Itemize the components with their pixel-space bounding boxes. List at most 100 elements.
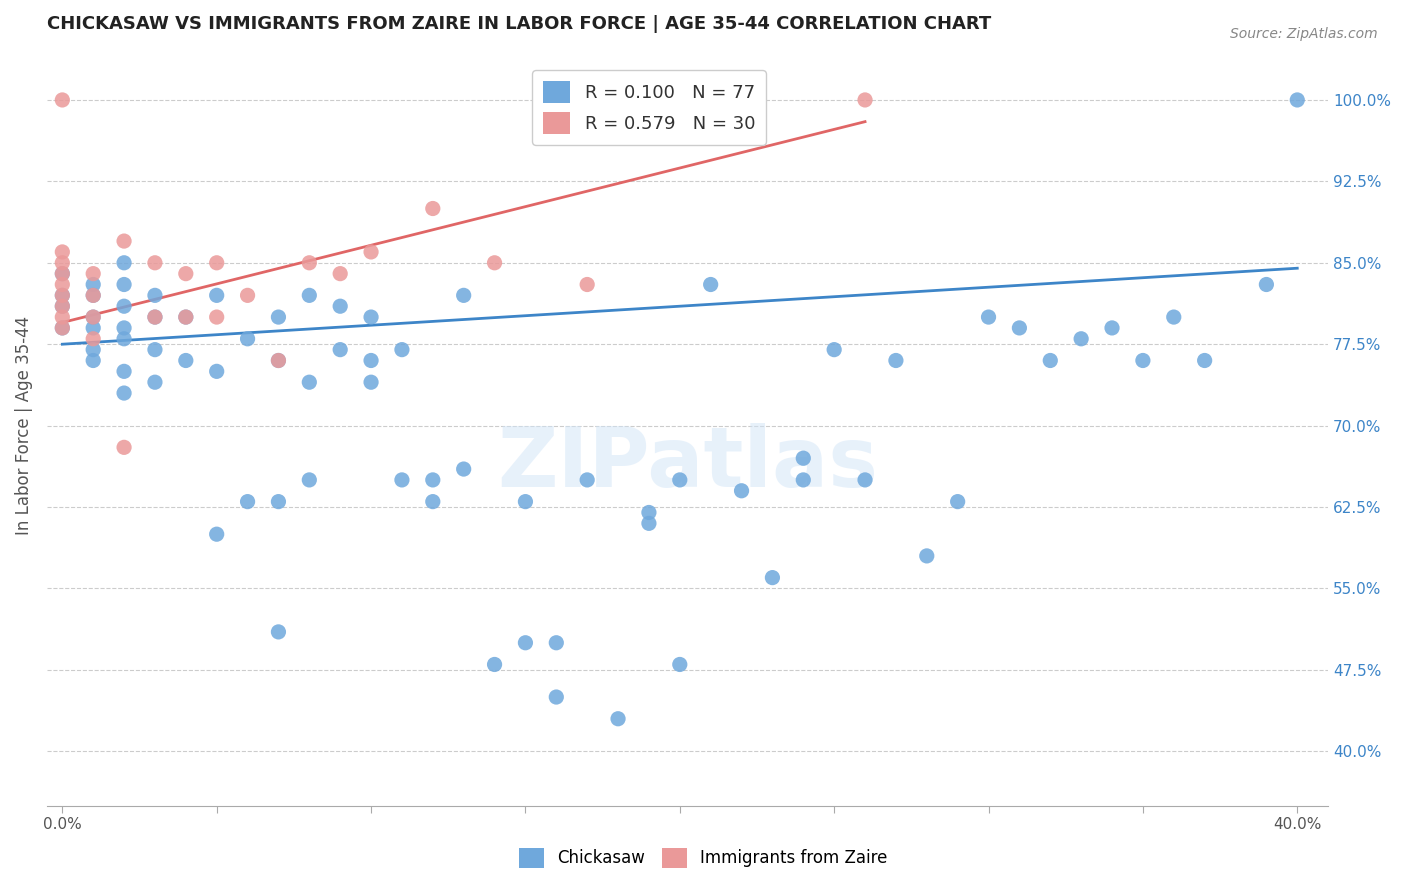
Point	[112, 299, 135, 313]
Point	[82, 310, 104, 324]
Point	[515, 494, 537, 508]
Point	[668, 473, 690, 487]
Point	[792, 451, 814, 466]
Point	[51, 277, 73, 292]
Point	[51, 310, 73, 324]
Point	[761, 571, 783, 585]
Point	[82, 353, 104, 368]
Point	[51, 256, 73, 270]
Point	[884, 353, 907, 368]
Point	[174, 310, 197, 324]
Point	[1286, 93, 1309, 107]
Point	[82, 332, 104, 346]
Point	[51, 299, 73, 313]
Point	[422, 473, 444, 487]
Point	[51, 288, 73, 302]
Point	[484, 657, 506, 672]
Point	[1194, 353, 1216, 368]
Point	[174, 310, 197, 324]
Point	[484, 256, 506, 270]
Point	[977, 310, 1000, 324]
Point	[946, 494, 969, 508]
Point	[853, 93, 876, 107]
Point	[853, 473, 876, 487]
Point	[143, 310, 166, 324]
Point	[730, 483, 752, 498]
Point	[391, 343, 413, 357]
Point	[267, 353, 290, 368]
Point	[205, 256, 228, 270]
Point	[298, 288, 321, 302]
Point	[267, 494, 290, 508]
Point	[360, 310, 382, 324]
Point	[205, 310, 228, 324]
Point	[112, 234, 135, 248]
Point	[51, 244, 73, 259]
Legend: R = 0.100   N = 77, R = 0.579   N = 30: R = 0.100 N = 77, R = 0.579 N = 30	[533, 70, 766, 145]
Point	[174, 353, 197, 368]
Point	[112, 364, 135, 378]
Point	[143, 288, 166, 302]
Point	[329, 299, 352, 313]
Point	[205, 364, 228, 378]
Point	[51, 267, 73, 281]
Point	[607, 712, 630, 726]
Point	[267, 353, 290, 368]
Point	[422, 494, 444, 508]
Point	[915, 549, 938, 563]
Point	[360, 353, 382, 368]
Point	[82, 310, 104, 324]
Point	[1163, 310, 1185, 324]
Point	[298, 375, 321, 389]
Point	[143, 256, 166, 270]
Point	[1039, 353, 1062, 368]
Point	[391, 473, 413, 487]
Point	[668, 657, 690, 672]
Point	[112, 321, 135, 335]
Point	[576, 277, 599, 292]
Point	[82, 343, 104, 357]
Point	[143, 375, 166, 389]
Point	[236, 288, 259, 302]
Point	[51, 299, 73, 313]
Point	[1132, 353, 1154, 368]
Point	[1101, 321, 1123, 335]
Point	[576, 473, 599, 487]
Point	[329, 343, 352, 357]
Point	[205, 527, 228, 541]
Point	[267, 310, 290, 324]
Point	[1256, 277, 1278, 292]
Point	[51, 93, 73, 107]
Point	[51, 321, 73, 335]
Point	[82, 321, 104, 335]
Point	[1008, 321, 1031, 335]
Point	[236, 332, 259, 346]
Point	[699, 277, 721, 292]
Point	[143, 343, 166, 357]
Point	[1070, 332, 1092, 346]
Point	[82, 267, 104, 281]
Point	[82, 288, 104, 302]
Point	[174, 267, 197, 281]
Point	[267, 624, 290, 639]
Point	[546, 690, 568, 704]
Point	[112, 256, 135, 270]
Point	[298, 473, 321, 487]
Point	[82, 277, 104, 292]
Point	[112, 441, 135, 455]
Point	[638, 506, 661, 520]
Point	[143, 310, 166, 324]
Legend: Chickasaw, Immigrants from Zaire: Chickasaw, Immigrants from Zaire	[512, 841, 894, 875]
Point	[51, 288, 73, 302]
Point	[112, 332, 135, 346]
Point	[515, 636, 537, 650]
Point	[51, 321, 73, 335]
Point	[205, 288, 228, 302]
Point	[82, 288, 104, 302]
Point	[112, 277, 135, 292]
Point	[298, 256, 321, 270]
Point	[823, 343, 845, 357]
Text: Source: ZipAtlas.com: Source: ZipAtlas.com	[1230, 27, 1378, 41]
Point	[453, 462, 475, 476]
Point	[638, 516, 661, 531]
